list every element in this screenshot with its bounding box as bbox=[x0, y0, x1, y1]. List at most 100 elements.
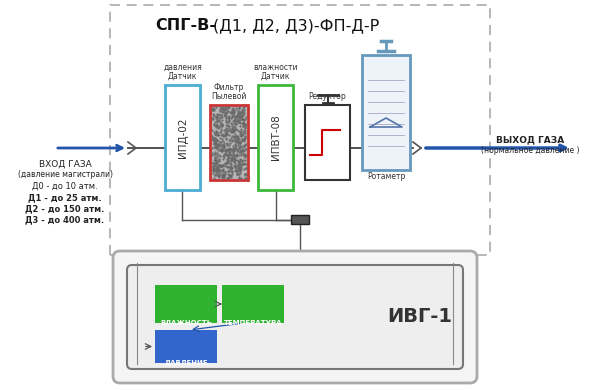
Point bbox=[239, 104, 248, 110]
Point bbox=[222, 142, 232, 148]
Point bbox=[212, 117, 222, 123]
Point bbox=[220, 171, 230, 177]
Point bbox=[234, 145, 244, 151]
Point bbox=[232, 135, 242, 141]
Point bbox=[211, 128, 221, 134]
Point bbox=[227, 133, 236, 140]
Point bbox=[233, 158, 243, 164]
Point bbox=[221, 132, 230, 138]
Point bbox=[240, 134, 250, 140]
Point bbox=[230, 138, 240, 144]
Point bbox=[217, 168, 227, 174]
Point bbox=[208, 135, 218, 141]
Point bbox=[211, 138, 220, 144]
Point bbox=[209, 151, 218, 157]
Point bbox=[216, 112, 226, 118]
Point bbox=[219, 142, 229, 148]
Text: ВЛАЖНОСТЬ: ВЛАЖНОСТЬ bbox=[160, 320, 212, 326]
Point bbox=[213, 138, 223, 144]
Point bbox=[218, 168, 227, 174]
Point bbox=[209, 175, 219, 181]
Point bbox=[235, 144, 245, 150]
Point bbox=[236, 113, 246, 119]
Point bbox=[214, 117, 223, 123]
Point bbox=[235, 105, 244, 111]
Point bbox=[217, 172, 227, 178]
Point bbox=[230, 141, 239, 147]
Point bbox=[225, 146, 235, 152]
Point bbox=[213, 124, 223, 130]
Point bbox=[227, 165, 236, 171]
Text: Пылевой: Пылевой bbox=[211, 92, 247, 101]
Point bbox=[225, 173, 235, 179]
Point bbox=[241, 122, 250, 128]
Point bbox=[230, 164, 239, 170]
Point bbox=[233, 135, 242, 141]
Point bbox=[223, 164, 233, 170]
Point bbox=[239, 127, 248, 133]
Point bbox=[227, 147, 236, 153]
Point bbox=[211, 157, 221, 163]
Point bbox=[233, 111, 242, 117]
Point bbox=[224, 174, 233, 180]
Point bbox=[222, 175, 232, 181]
Point bbox=[241, 175, 250, 181]
Point bbox=[225, 126, 235, 133]
Point bbox=[229, 150, 238, 156]
Point bbox=[220, 104, 229, 110]
Point bbox=[221, 125, 231, 131]
Point bbox=[227, 108, 236, 114]
Point bbox=[228, 128, 238, 134]
Point bbox=[217, 107, 226, 113]
Text: ТЕМПЕРАТУРА: ТЕМПЕРАТУРА bbox=[224, 320, 282, 326]
Point bbox=[213, 147, 223, 153]
Point bbox=[238, 115, 248, 122]
Point bbox=[227, 106, 237, 112]
FancyBboxPatch shape bbox=[210, 105, 248, 180]
Point bbox=[220, 174, 229, 180]
Point bbox=[232, 105, 241, 112]
Point bbox=[229, 160, 238, 166]
Point bbox=[226, 147, 236, 153]
Point bbox=[227, 121, 237, 127]
Point bbox=[211, 139, 220, 145]
Point bbox=[224, 172, 234, 178]
Point bbox=[222, 152, 232, 158]
Point bbox=[236, 148, 246, 154]
Text: СПГ-В-: СПГ-В- bbox=[155, 18, 216, 33]
Point bbox=[236, 149, 245, 156]
Point bbox=[233, 112, 242, 119]
Point bbox=[231, 121, 241, 127]
Point bbox=[210, 172, 220, 178]
Point bbox=[218, 106, 227, 112]
Point bbox=[223, 128, 232, 134]
Point bbox=[211, 160, 220, 166]
Point bbox=[238, 161, 248, 167]
Point bbox=[239, 142, 248, 148]
Point bbox=[227, 128, 237, 134]
Point bbox=[209, 106, 218, 112]
Point bbox=[218, 142, 227, 148]
Point bbox=[231, 168, 241, 174]
Point bbox=[233, 113, 243, 119]
Point bbox=[218, 105, 228, 111]
Point bbox=[215, 142, 225, 148]
Point bbox=[227, 157, 237, 163]
Point bbox=[229, 133, 239, 139]
Point bbox=[223, 128, 233, 134]
Point bbox=[213, 166, 223, 172]
Point bbox=[209, 144, 219, 151]
Point bbox=[218, 175, 227, 181]
Point bbox=[221, 117, 231, 123]
Point bbox=[213, 162, 223, 168]
Point bbox=[217, 174, 227, 181]
Point bbox=[235, 143, 244, 149]
Point bbox=[232, 133, 241, 139]
Point bbox=[212, 112, 222, 118]
Point bbox=[215, 162, 225, 168]
Point bbox=[208, 145, 217, 151]
Point bbox=[226, 167, 236, 174]
Point bbox=[211, 157, 221, 163]
Point bbox=[223, 152, 233, 158]
Point bbox=[237, 161, 247, 167]
